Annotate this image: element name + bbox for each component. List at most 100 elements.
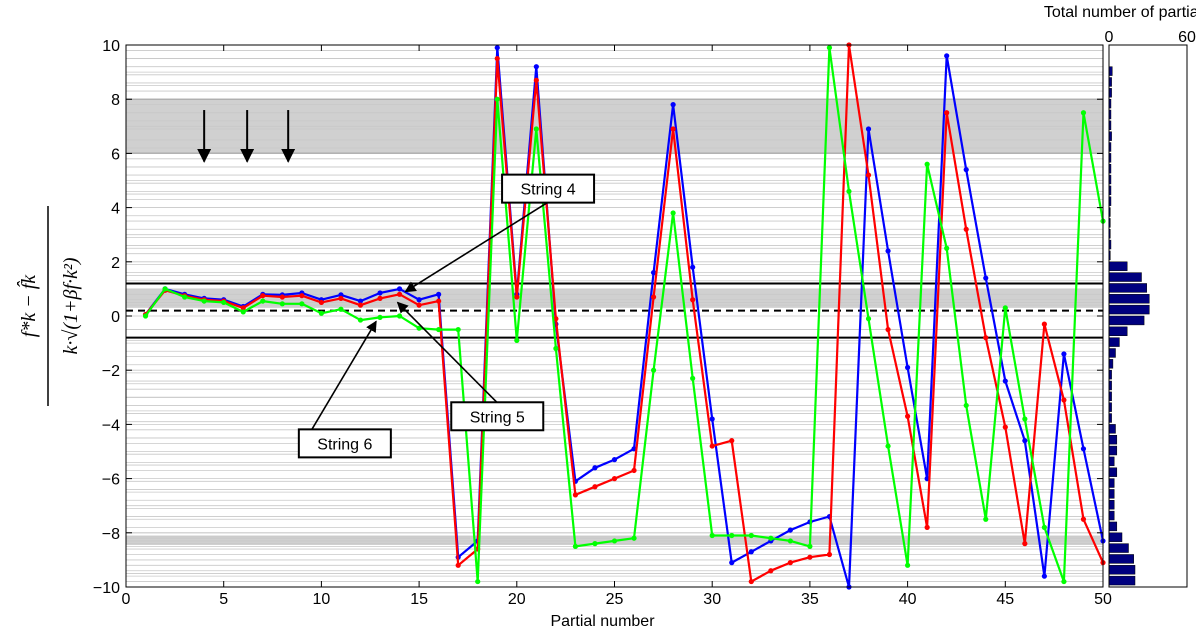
annotation-arrow [310,320,377,431]
histogram-bar [1108,304,1150,315]
x-tick-label: 50 [1094,591,1112,608]
series-2-point [416,325,422,331]
histogram-bar [1108,359,1114,369]
series-0-point [436,291,442,297]
y-tick-label: −2 [102,363,120,380]
y-axis-label-denominator: k·√(1+βf·k²) [60,257,82,354]
x-tick-label: 25 [606,591,624,608]
histogram-bar [1108,434,1118,445]
series-1-point [299,293,305,299]
histogram-bar [1108,500,1115,510]
series-0-point [748,549,754,555]
x-axis-label: Partial number [550,613,655,630]
series-2-point [1002,305,1008,311]
y-tick-label: 2 [111,255,120,272]
histogram-bar [1108,532,1123,542]
series-0-point [983,275,989,281]
y-tick-label: −10 [93,580,120,597]
histogram-bar [1108,261,1128,271]
series-2-point [260,298,266,304]
series-2-point [905,562,911,568]
series-2-point [1061,578,1067,585]
series-1-point [338,295,344,301]
y-tick-label: −4 [102,417,120,434]
series-2-point [572,543,579,549]
histogram-tick-label: 60 [1178,29,1196,46]
x-tick-label: 35 [801,591,819,608]
series-0-point [1022,438,1028,444]
histogram-bar [1108,337,1120,347]
series-2-point [748,532,754,539]
annotation-arrow [404,201,549,293]
series-2-point [475,578,481,585]
series-1-point [1080,516,1087,522]
series-1-point [240,305,246,311]
series-2-point [299,301,305,307]
grid-lines [126,44,1103,588]
series-2-point [631,535,637,541]
histogram-bar [1108,478,1115,488]
series-2-point [1080,110,1087,116]
series-0-point [1080,446,1087,452]
histogram-bar [1108,575,1136,586]
histogram-bar [1108,315,1145,326]
y-tick-label: −6 [102,472,120,489]
series-0-point [1061,351,1067,357]
y-tick-label: −8 [102,526,120,543]
y-axis-label: f*k − f̂k k·√(1+βf·k²) [16,206,82,406]
histogram-bar [1108,489,1115,499]
series-2-point [709,532,715,539]
series-0-point [1002,378,1008,384]
series-2-point [885,443,891,449]
series-1-point [416,302,422,308]
x-tick-label: 40 [899,591,917,608]
series-2-point [592,541,598,547]
histogram-bar [1108,326,1128,336]
series-2-point [455,326,461,333]
series-2-point [494,96,500,102]
series-2-point [182,294,188,300]
series-0-point [944,53,950,59]
series-line-1 [144,43,1105,583]
series-2-point [240,309,246,315]
series-2-point [436,326,442,333]
series-0-point [592,465,598,471]
series-2-point [533,126,539,132]
series-1-point [318,299,324,306]
x-tick-label: 45 [996,591,1014,608]
x-tick-label: 0 [122,591,131,608]
series-2-point [142,313,149,319]
x-axis-ticks: 0 5 10 15 20 25 30 35 40 45 50 [122,45,1112,608]
series-0-point [905,364,911,371]
series-0-point [416,297,422,303]
series-0-point [670,102,676,108]
histogram-area: 0 60 Total number of partials [1044,4,1196,588]
histogram-bar [1108,543,1129,553]
series-0-point [865,126,872,132]
histogram-bar [1108,510,1115,521]
histogram-bar [1108,521,1118,532]
annotation-box [297,428,392,459]
data-series [142,42,1106,590]
series-0-point [494,45,500,51]
series-2-point [514,337,520,343]
series-0-point [729,560,735,566]
histogram-bar [1108,272,1142,282]
series-0-point [709,416,715,422]
annotation-arrow [396,301,498,404]
series-1-point [983,335,989,341]
series-1-point [807,554,813,560]
series-1-point [611,476,618,482]
series-1-point [768,568,774,574]
series-0-point [377,290,383,296]
series-2-point [670,210,676,216]
series-2-point [787,538,793,544]
series-2-point [279,301,285,307]
histogram-tick-label: 0 [1105,29,1114,46]
series-1-point [905,413,911,419]
series-1-point [455,562,461,568]
series-1-point [572,492,579,498]
series-1-point [279,294,285,300]
series-2-point [221,299,227,306]
y-axis-label-numerator: f*k − f̂k [16,274,40,337]
